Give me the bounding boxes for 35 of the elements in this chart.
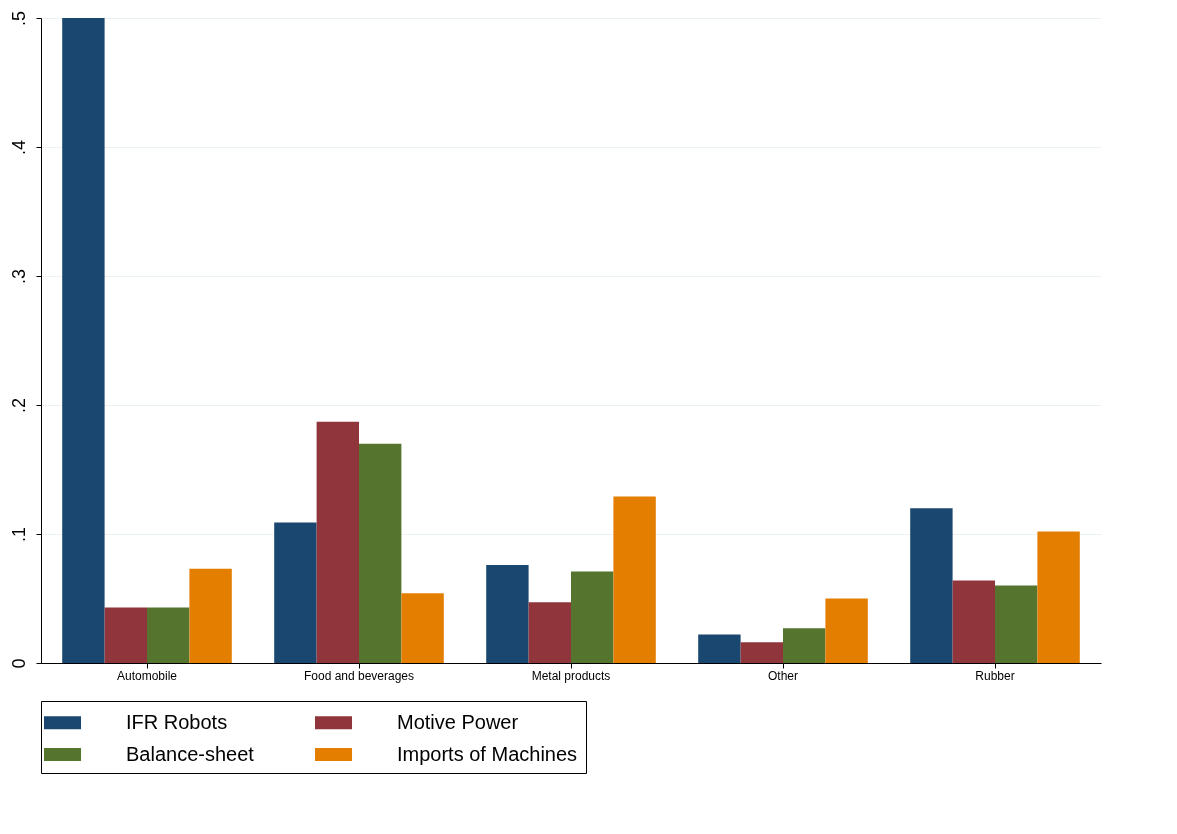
y-tick-label: 0 [8, 658, 29, 669]
bar [613, 496, 656, 663]
y-tick-label: .1 [8, 526, 29, 543]
bar [189, 568, 232, 663]
bar [995, 585, 1038, 663]
bar [1037, 531, 1080, 663]
x-tick-label: Food and beverages [303, 668, 415, 683]
bar [274, 522, 317, 663]
x-tick-label: Other [767, 668, 799, 683]
legend-label: IFR Robots [126, 710, 228, 733]
bar [740, 642, 783, 663]
bar [147, 607, 190, 663]
bar [486, 564, 529, 663]
legend-label: Balance-sheet [126, 742, 255, 765]
y-tick-label: .3 [8, 268, 29, 285]
bar [571, 571, 614, 663]
bar [401, 593, 444, 663]
legend-label: Motive Power [397, 710, 519, 733]
bar [825, 598, 868, 663]
bar [316, 421, 359, 663]
bar [359, 443, 402, 663]
y-tick-label: .5 [8, 10, 29, 27]
bar [910, 508, 953, 663]
bar [62, 18, 105, 663]
x-tick-label: Rubber [975, 668, 1015, 683]
bar [698, 634, 741, 663]
x-tick-label: Metal products [531, 668, 611, 683]
bar [104, 607, 147, 663]
bar [783, 628, 826, 663]
bar [528, 602, 571, 663]
legend-label: Imports of Machines [397, 742, 578, 765]
bar [952, 580, 995, 663]
y-tick-label: .2 [8, 397, 29, 414]
y-tick-label: .4 [8, 139, 29, 156]
x-tick-label: Automobile [116, 668, 178, 683]
